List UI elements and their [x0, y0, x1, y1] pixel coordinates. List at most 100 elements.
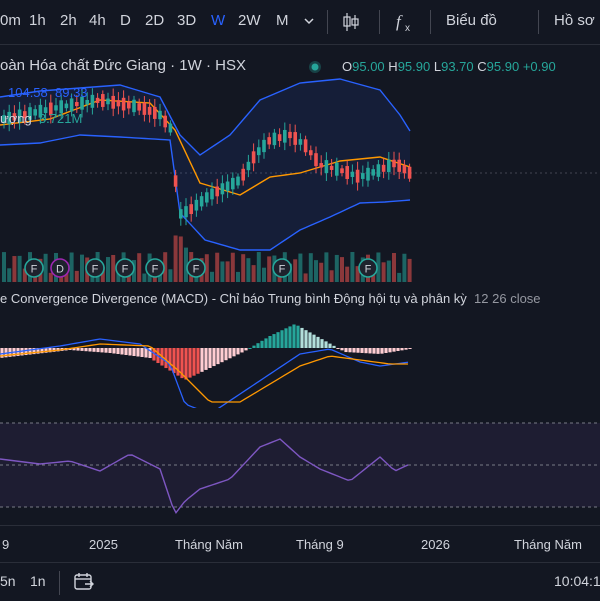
timeframe-button[interactable]: 0m: [0, 12, 21, 29]
macd-histogram-bar: [336, 348, 340, 349]
timeframe-button[interactable]: 2W: [238, 12, 261, 29]
toolbar-divider: [538, 10, 539, 34]
macd-histogram-bar: [356, 348, 360, 353]
timeframe-button[interactable]: 2h: [60, 12, 77, 29]
candle-body: [184, 206, 188, 218]
volume-bar: [210, 271, 214, 282]
candle-body: [80, 96, 84, 110]
fx-icon[interactable]: f x: [394, 10, 418, 34]
timeframe-button[interactable]: D: [120, 12, 131, 29]
volume-bar: [314, 260, 318, 282]
volume-bar: [12, 256, 17, 282]
ohlc-value: 95.90: [486, 59, 520, 74]
bollinger-readout: 104.58 89.33: [8, 85, 88, 100]
rsi-line: [0, 438, 409, 514]
macd-histogram-bar: [236, 348, 240, 355]
timeframe-button[interactable]: 1h: [29, 12, 46, 29]
range-button[interactable]: 5n: [0, 573, 16, 589]
candle-body: [231, 177, 235, 190]
macd-pane[interactable]: [0, 284, 600, 408]
earnings-marker-icon: [358, 258, 378, 278]
macd-histogram-bar: [100, 348, 104, 353]
macd-histogram-bar: [364, 348, 368, 354]
macd-signal-line: [0, 343, 408, 403]
macd-title[interactable]: e Convergence Divergence (MACD) - Chỉ bá…: [0, 291, 467, 306]
volume-bar: [334, 254, 339, 282]
macd-histogram-bar: [124, 348, 128, 355]
symbol-title[interactable]: oàn Hóa chất Đức Giang · 1W · HSX: [0, 57, 246, 74]
earnings-marker-label: D: [56, 264, 64, 276]
profile-button[interactable]: Hồ sơ: [554, 12, 595, 29]
macd-histogram-bar: [332, 345, 336, 348]
macd-histogram-bar: [96, 348, 100, 353]
macd-histogram-bar: [264, 338, 268, 348]
volume-bar: [251, 265, 256, 282]
macd-histogram-bar: [140, 348, 144, 357]
macd-histogram-bar: [188, 348, 192, 378]
candle-body: [179, 209, 183, 219]
candle-body: [189, 204, 193, 215]
volume-bar: [376, 252, 381, 282]
volume-bar: [340, 257, 344, 282]
macd-histogram-bar: [216, 348, 220, 365]
macd-histogram-bar: [252, 345, 256, 348]
candle-body: [324, 160, 329, 174]
macd-histogram-bar: [376, 348, 380, 354]
candles-icon[interactable]: [340, 11, 362, 33]
volume-bar: [106, 257, 110, 282]
ohlc-key: O: [342, 59, 353, 74]
macd-histogram-bar: [268, 336, 272, 348]
candle-body: [303, 139, 308, 153]
macd-histogram-bar: [348, 348, 352, 353]
candle-body: [392, 159, 396, 168]
macd-histogram-bar: [328, 343, 332, 348]
timeframe-button[interactable]: 3D: [177, 12, 197, 29]
earnings-marker-label: F: [365, 264, 372, 276]
candle-body: [225, 181, 230, 191]
candle-body: [59, 100, 63, 114]
chart-layout-button[interactable]: Biểu đồ: [446, 12, 497, 29]
bollinger-lower-line: [0, 134, 411, 251]
macd-histogram-bar: [408, 348, 412, 349]
top-toolbar: 0m 1h 2h 4h D 2D 3D W 2W M f x Biểu đồ H…: [0, 0, 600, 45]
candle-body: [69, 98, 74, 112]
range-button[interactable]: 1n: [30, 573, 46, 589]
macd-histogram-bar: [72, 348, 76, 351]
rsi-pane[interactable]: [0, 409, 600, 524]
volume-bar: [324, 252, 329, 282]
macd-histogram-bar: [44, 348, 48, 353]
volume-bar: [163, 252, 168, 282]
macd-histogram-bar: [48, 348, 52, 353]
candle-body: [272, 132, 277, 146]
chevron-down-icon[interactable]: [302, 14, 316, 28]
ohlc-value: 95.00: [352, 59, 385, 74]
macd-histogram-bar: [148, 348, 152, 358]
clock: 10:04:1: [554, 573, 600, 589]
calendar-range-icon[interactable]: [72, 570, 96, 594]
earnings-marker-label: F: [122, 264, 129, 276]
volume-bar: [246, 258, 251, 282]
timeframe-button-active[interactable]: W: [211, 12, 226, 29]
timeframe-button[interactable]: 4h: [89, 12, 106, 29]
macd-histogram-bar: [180, 348, 184, 379]
candle-body: [407, 166, 412, 179]
macd-histogram-bar: [0, 348, 4, 358]
volume-bar: [371, 270, 376, 282]
earnings-marker-icon: [85, 258, 105, 278]
macd-histogram-bar: [240, 348, 244, 353]
candle-body: [173, 175, 178, 187]
candle-body: [33, 109, 37, 116]
candle-body: [205, 192, 209, 203]
macd-histogram-bar: [32, 348, 36, 355]
timeframe-button[interactable]: M: [276, 12, 289, 29]
candle-body: [309, 150, 313, 156]
candle-body: [345, 166, 349, 179]
timeframe-button[interactable]: 2D: [145, 12, 165, 29]
time-axis[interactable]: 9 2025 Tháng Năm Tháng 9 2026 Tháng Năm: [0, 525, 600, 562]
macd-histogram-bar: [36, 348, 40, 354]
earnings-marker-icon: [186, 258, 206, 278]
macd-histogram-bar: [196, 348, 200, 374]
macd-histogram-bar: [288, 326, 292, 348]
candle-body: [288, 131, 292, 139]
